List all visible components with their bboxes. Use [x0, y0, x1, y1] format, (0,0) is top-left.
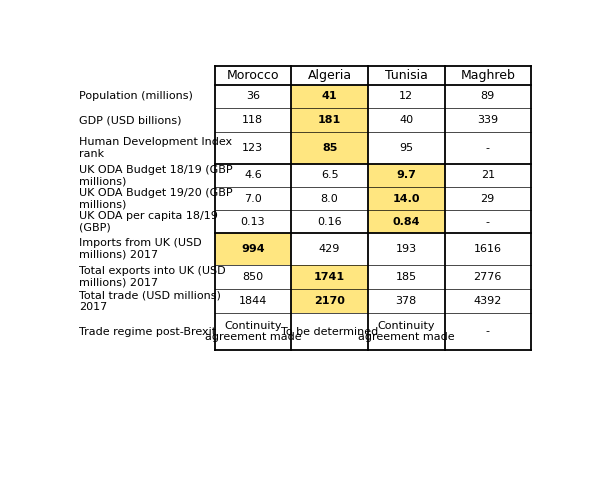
- Bar: [215, 233, 291, 265]
- Text: 89: 89: [481, 91, 495, 102]
- Text: Total trade (USD millions)
2017: Total trade (USD millions) 2017: [79, 290, 221, 312]
- Text: 9.7: 9.7: [397, 171, 416, 180]
- Text: 4.6: 4.6: [244, 171, 262, 180]
- Bar: [368, 210, 445, 233]
- Text: Maghreb: Maghreb: [460, 69, 515, 82]
- Text: Population (millions): Population (millions): [79, 91, 193, 102]
- Text: 8.0: 8.0: [321, 193, 338, 204]
- Bar: [291, 108, 368, 132]
- Text: UK ODA Budget 18/19 (GBP
millions): UK ODA Budget 18/19 (GBP millions): [79, 165, 232, 186]
- Text: 95: 95: [399, 143, 413, 153]
- Text: 0.84: 0.84: [392, 217, 420, 227]
- Text: Continuity
agreement made: Continuity agreement made: [205, 321, 301, 342]
- Text: Total exports into UK (USD
millions) 2017: Total exports into UK (USD millions) 201…: [79, 266, 226, 288]
- Text: Imports from UK (USD
millions) 2017: Imports from UK (USD millions) 2017: [79, 238, 202, 260]
- Text: 429: 429: [319, 244, 340, 254]
- Text: 1741: 1741: [314, 272, 345, 282]
- Text: 181: 181: [318, 116, 341, 125]
- Text: 0.13: 0.13: [241, 217, 265, 227]
- Text: 850: 850: [242, 272, 263, 282]
- Text: UK ODA Budget 19/20 (GBP
millions): UK ODA Budget 19/20 (GBP millions): [79, 188, 232, 209]
- Text: 12: 12: [399, 91, 413, 102]
- Text: 4392: 4392: [473, 296, 502, 306]
- Text: 1616: 1616: [473, 244, 502, 254]
- Bar: [291, 289, 368, 313]
- Text: 0.16: 0.16: [317, 217, 342, 227]
- Text: 7.0: 7.0: [244, 193, 262, 204]
- Text: 29: 29: [481, 193, 495, 204]
- Text: GDP (USD billions): GDP (USD billions): [79, 116, 181, 125]
- Text: 14.0: 14.0: [392, 193, 420, 204]
- Text: 40: 40: [399, 116, 413, 125]
- Text: UK ODA per capita 18/19
(GBP): UK ODA per capita 18/19 (GBP): [79, 211, 218, 233]
- Text: 1844: 1844: [239, 296, 267, 306]
- Text: 2170: 2170: [314, 296, 345, 306]
- Text: Tunisia: Tunisia: [385, 69, 428, 82]
- Text: 6.5: 6.5: [321, 171, 338, 180]
- Text: 994: 994: [241, 244, 265, 254]
- Bar: [291, 85, 368, 108]
- Text: 193: 193: [396, 244, 417, 254]
- Text: 2776: 2776: [473, 272, 502, 282]
- Text: Human Development Index
rank: Human Development Index rank: [79, 138, 232, 159]
- Text: 378: 378: [395, 296, 417, 306]
- Text: -: -: [485, 217, 490, 227]
- Text: 36: 36: [246, 91, 260, 102]
- Text: To be determined: To be determined: [281, 327, 378, 336]
- Text: 123: 123: [242, 143, 263, 153]
- Text: Morocco: Morocco: [227, 69, 279, 82]
- Text: Continuity
agreement made: Continuity agreement made: [358, 321, 455, 342]
- Text: -: -: [485, 327, 490, 336]
- Bar: [368, 187, 445, 210]
- Bar: [291, 265, 368, 289]
- Text: 118: 118: [242, 116, 263, 125]
- Text: 21: 21: [481, 171, 495, 180]
- Text: 41: 41: [322, 91, 337, 102]
- Text: Algeria: Algeria: [308, 69, 352, 82]
- Text: 85: 85: [322, 143, 337, 153]
- Text: 185: 185: [396, 272, 417, 282]
- Text: 339: 339: [477, 116, 498, 125]
- Bar: [368, 164, 445, 187]
- Text: -: -: [485, 143, 490, 153]
- Text: Trade regime post-Brexit: Trade regime post-Brexit: [79, 327, 216, 336]
- Bar: [291, 132, 368, 164]
